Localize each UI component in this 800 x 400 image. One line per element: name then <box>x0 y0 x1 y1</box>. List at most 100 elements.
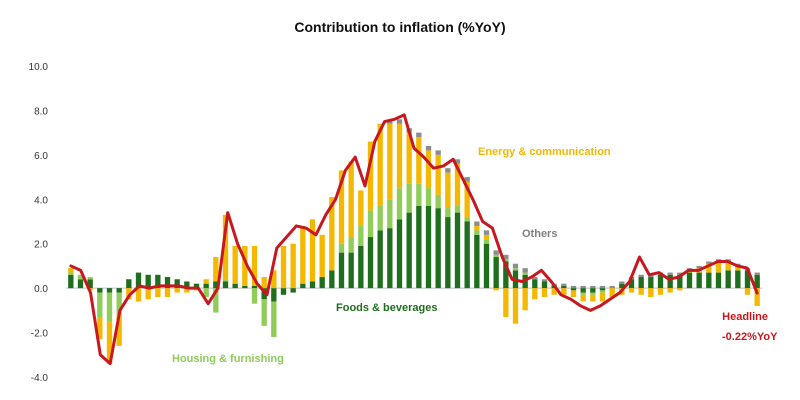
bar-segment-foods <box>638 277 644 289</box>
bar-segment-energy <box>541 288 548 298</box>
bar-segment-energy <box>638 288 644 295</box>
bar-segment-others <box>483 230 490 235</box>
y-axis-ticks: 10.0 8.0 6.0 4.0 2.0 0.0 -2.0 -4.0 <box>29 62 49 384</box>
bar-segment-housing <box>445 208 451 218</box>
bar-segment-foods <box>77 279 84 289</box>
bar-segment-energy <box>445 172 451 209</box>
bar-segment-housing <box>599 290 606 293</box>
bar-segment-energy <box>406 132 412 184</box>
bar-segment-foods <box>454 212 461 289</box>
bar-segment-foods <box>580 288 586 293</box>
bar-segment-others <box>638 274 644 278</box>
bar-segment-energy <box>271 270 277 289</box>
bar-segment-energy <box>416 137 422 184</box>
bar-segment-energy <box>677 288 683 291</box>
bar-segment-energy <box>174 288 180 293</box>
bar-segment-housing <box>222 279 229 282</box>
bar-segment-energy <box>213 257 219 282</box>
bar-segment-foods <box>667 274 673 289</box>
bar-segment-housing <box>483 239 490 244</box>
bar-segment-housing <box>203 288 209 298</box>
bar-segment-foods <box>309 281 316 289</box>
bar-segment-energy <box>251 245 258 286</box>
bar-segment-energy <box>570 290 577 298</box>
bar-segment-others <box>425 145 432 151</box>
headline-line-layer <box>69 113 759 366</box>
bar-segment-others <box>445 168 451 173</box>
bar-segment-foods <box>300 283 306 289</box>
bar-segment-energy <box>551 288 557 295</box>
bar-segment-housing <box>454 205 461 213</box>
bar-segment-energy <box>725 261 731 271</box>
bar-segment-foods <box>445 217 451 289</box>
bar-segment-energy <box>232 245 238 284</box>
bar-segment-others <box>696 265 702 269</box>
bar-segment-energy <box>319 234 325 278</box>
bar-segment-energy <box>329 197 335 271</box>
bar-segment-energy <box>590 294 596 302</box>
bar-segment-foods <box>532 279 538 289</box>
bar-segment-energy <box>97 317 103 340</box>
bar-segment-foods <box>358 245 364 289</box>
y-tick-label: 8.0 <box>34 106 48 117</box>
bar-segment-foods <box>145 274 151 289</box>
bar-segment-foods <box>474 234 480 289</box>
bar-segment-energy <box>744 288 751 295</box>
bar-segment-foods <box>68 274 74 289</box>
bar-segment-foods <box>242 285 248 289</box>
bar-segment-housing <box>522 272 528 275</box>
bar-segment-others <box>561 283 567 286</box>
y-tick-label: 4.0 <box>34 195 48 206</box>
bar-segment-others <box>522 268 528 273</box>
bar-segment-energy <box>580 294 586 302</box>
bar-segment-foods <box>464 221 470 289</box>
bar-segment-others <box>706 261 712 264</box>
bar-segment-housing <box>348 237 354 253</box>
bar-segment-housing <box>425 188 432 206</box>
bar-segment-housing <box>213 288 219 313</box>
bar-segment-foods <box>686 272 693 289</box>
bar-segment-housing <box>416 183 422 206</box>
bar-segment-others <box>493 250 499 255</box>
bar-segment-others <box>609 285 615 289</box>
bar-segment-foods <box>387 228 393 289</box>
bar-segment-housing <box>271 301 277 338</box>
bar-segment-housing <box>97 292 103 318</box>
bar-segment-foods <box>570 288 577 291</box>
bar-segment-foods <box>715 272 722 289</box>
bar-segment-energy <box>715 261 722 273</box>
bar-segment-foods <box>648 277 654 289</box>
bar-segment-housing <box>77 274 84 280</box>
bar-segment-housing <box>116 292 122 315</box>
bar-segment-foods <box>619 283 625 289</box>
bar-segment-energy <box>474 225 480 231</box>
bar-segment-housing <box>106 292 113 322</box>
y-tick-label: 2.0 <box>34 240 48 251</box>
bar-segment-foods <box>329 270 335 289</box>
bar-segment-foods <box>590 288 596 293</box>
bar-segment-foods <box>754 274 760 289</box>
bar-segment-energy <box>561 288 567 295</box>
bar-segment-energy <box>68 268 74 273</box>
bar-segment-energy <box>599 292 606 302</box>
bar-segment-foods <box>213 281 219 289</box>
y-tick-label: -2.0 <box>31 329 49 340</box>
bar-segment-foods <box>706 272 712 289</box>
bar-segment-foods <box>232 283 238 289</box>
bar-segment-housing <box>590 292 596 295</box>
bar-segment-energy <box>667 288 673 293</box>
bar-segment-energy <box>116 314 122 346</box>
bar-segment-others <box>619 281 625 284</box>
bar-segment-foods <box>222 281 229 289</box>
bar-segment-energy <box>261 277 267 289</box>
bar-segment-energy <box>657 288 664 295</box>
bar-segment-energy <box>242 245 248 286</box>
annotation-foods: Foods & beverages <box>336 302 437 314</box>
bar-segment-foods <box>164 277 171 289</box>
bar-segment-foods <box>541 281 548 289</box>
bar-segment-foods <box>396 219 403 289</box>
bar-segment-housing <box>338 243 345 253</box>
bar-segment-foods <box>338 252 345 289</box>
bar-segment-housing <box>251 288 258 304</box>
bar-segment-housing <box>474 230 480 235</box>
